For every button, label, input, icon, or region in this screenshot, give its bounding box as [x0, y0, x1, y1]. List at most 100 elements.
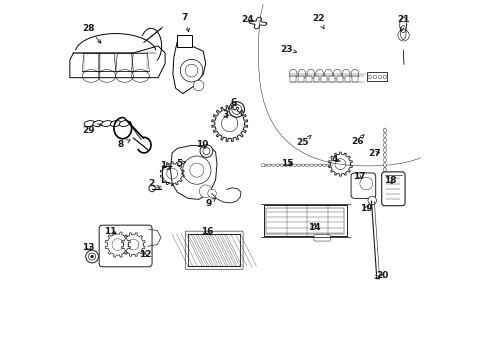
- Circle shape: [228, 102, 244, 117]
- Bar: [366, 72, 386, 81]
- Ellipse shape: [383, 143, 386, 147]
- Bar: [290, 76, 295, 82]
- Bar: [266, 207, 343, 234]
- Text: 25: 25: [296, 135, 310, 148]
- Circle shape: [88, 253, 96, 260]
- Ellipse shape: [350, 69, 358, 79]
- Ellipse shape: [383, 153, 386, 157]
- Ellipse shape: [383, 138, 386, 142]
- Bar: [177, 35, 191, 47]
- Circle shape: [231, 104, 241, 114]
- Ellipse shape: [288, 164, 292, 166]
- Text: 9: 9: [205, 198, 215, 208]
- Text: 28: 28: [82, 24, 101, 43]
- Ellipse shape: [102, 121, 112, 126]
- Ellipse shape: [296, 164, 300, 166]
- FancyBboxPatch shape: [99, 225, 152, 267]
- Text: 5: 5: [176, 158, 185, 167]
- Text: 8: 8: [118, 140, 130, 149]
- Ellipse shape: [315, 37, 326, 53]
- Ellipse shape: [313, 164, 317, 166]
- Ellipse shape: [317, 164, 321, 166]
- Bar: [336, 76, 342, 82]
- Text: 27: 27: [368, 149, 381, 158]
- Ellipse shape: [383, 158, 386, 162]
- Text: 20: 20: [376, 271, 388, 280]
- Text: 24: 24: [241, 15, 254, 24]
- Ellipse shape: [324, 69, 332, 79]
- Ellipse shape: [271, 164, 275, 166]
- Ellipse shape: [299, 37, 310, 53]
- Circle shape: [367, 196, 376, 205]
- Ellipse shape: [284, 164, 287, 166]
- Ellipse shape: [315, 69, 323, 79]
- Text: 21: 21: [396, 15, 408, 31]
- Circle shape: [383, 75, 386, 79]
- FancyBboxPatch shape: [285, 28, 371, 66]
- Ellipse shape: [110, 121, 121, 126]
- Ellipse shape: [342, 69, 349, 79]
- Text: 4: 4: [330, 155, 340, 164]
- Ellipse shape: [84, 121, 94, 126]
- Text: 1: 1: [160, 161, 170, 170]
- Ellipse shape: [309, 164, 313, 166]
- Ellipse shape: [298, 69, 305, 79]
- Polygon shape: [264, 205, 346, 237]
- Circle shape: [328, 163, 332, 167]
- Ellipse shape: [263, 164, 266, 166]
- Polygon shape: [170, 145, 217, 199]
- Bar: [344, 76, 349, 82]
- Bar: [298, 76, 303, 82]
- Circle shape: [203, 148, 209, 154]
- Text: 22: 22: [312, 14, 324, 28]
- Ellipse shape: [383, 167, 386, 172]
- FancyBboxPatch shape: [258, 0, 476, 166]
- Bar: [328, 76, 334, 82]
- FancyBboxPatch shape: [350, 173, 375, 198]
- Text: 17: 17: [352, 172, 365, 181]
- Circle shape: [180, 59, 203, 82]
- Bar: [321, 76, 326, 82]
- Bar: [188, 234, 240, 266]
- Text: 2: 2: [147, 179, 160, 188]
- Circle shape: [193, 80, 203, 91]
- Text: 29: 29: [82, 124, 101, 135]
- Ellipse shape: [289, 69, 296, 79]
- Text: 15: 15: [280, 158, 292, 167]
- Text: 18: 18: [383, 176, 395, 185]
- Ellipse shape: [306, 69, 314, 79]
- Ellipse shape: [322, 164, 325, 166]
- Text: 14: 14: [307, 223, 320, 232]
- Ellipse shape: [383, 128, 386, 132]
- Circle shape: [183, 156, 210, 184]
- Ellipse shape: [383, 172, 386, 177]
- Ellipse shape: [292, 164, 296, 166]
- Ellipse shape: [93, 121, 103, 126]
- Circle shape: [90, 255, 93, 258]
- FancyBboxPatch shape: [313, 235, 329, 241]
- Text: 10: 10: [196, 140, 208, 149]
- Ellipse shape: [119, 121, 129, 126]
- Bar: [352, 76, 357, 82]
- Text: 3: 3: [222, 110, 228, 119]
- Circle shape: [199, 185, 212, 198]
- Ellipse shape: [383, 148, 386, 152]
- Circle shape: [359, 177, 372, 190]
- Text: 23: 23: [280, 45, 296, 54]
- Circle shape: [85, 250, 98, 263]
- Text: 16: 16: [201, 227, 213, 236]
- Circle shape: [378, 75, 381, 79]
- Text: 19: 19: [359, 204, 372, 213]
- Bar: [305, 76, 311, 82]
- Circle shape: [261, 163, 264, 167]
- Circle shape: [207, 189, 216, 198]
- Ellipse shape: [326, 164, 330, 166]
- Circle shape: [189, 163, 203, 177]
- Text: 13: 13: [82, 243, 95, 252]
- Ellipse shape: [330, 37, 342, 53]
- Circle shape: [367, 75, 371, 79]
- Text: 12: 12: [139, 250, 151, 259]
- Polygon shape: [173, 41, 205, 94]
- Ellipse shape: [267, 164, 270, 166]
- Ellipse shape: [280, 164, 283, 166]
